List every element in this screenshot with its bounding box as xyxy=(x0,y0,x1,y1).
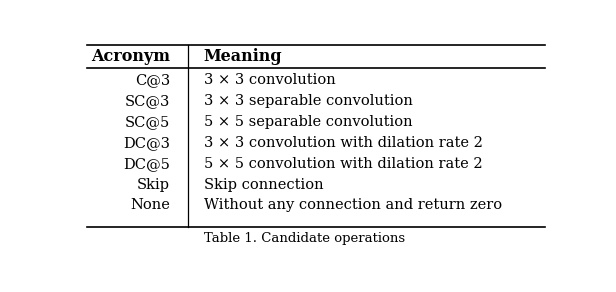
Text: 3 × 3 convolution with dilation rate 2: 3 × 3 convolution with dilation rate 2 xyxy=(203,136,482,150)
Text: Meaning: Meaning xyxy=(203,48,282,65)
Text: 5 × 5 convolution with dilation rate 2: 5 × 5 convolution with dilation rate 2 xyxy=(203,157,482,171)
Text: Skip connection: Skip connection xyxy=(203,178,323,192)
Text: Skip: Skip xyxy=(137,178,170,192)
Text: SC@5: SC@5 xyxy=(125,115,170,129)
Text: DC@3: DC@3 xyxy=(123,136,170,150)
Text: 3 × 3 separable convolution: 3 × 3 separable convolution xyxy=(203,94,412,108)
Text: C@3: C@3 xyxy=(135,73,170,87)
Text: None: None xyxy=(130,199,170,213)
Text: Without any connection and return zero: Without any connection and return zero xyxy=(203,199,501,213)
Text: Acronym: Acronym xyxy=(91,48,170,65)
Text: Table 1. Candidate operations: Table 1. Candidate operations xyxy=(203,232,405,245)
Text: SC@3: SC@3 xyxy=(124,94,170,108)
Text: 5 × 5 separable convolution: 5 × 5 separable convolution xyxy=(203,115,412,129)
Text: DC@5: DC@5 xyxy=(123,157,170,171)
Text: 3 × 3 convolution: 3 × 3 convolution xyxy=(203,73,335,87)
